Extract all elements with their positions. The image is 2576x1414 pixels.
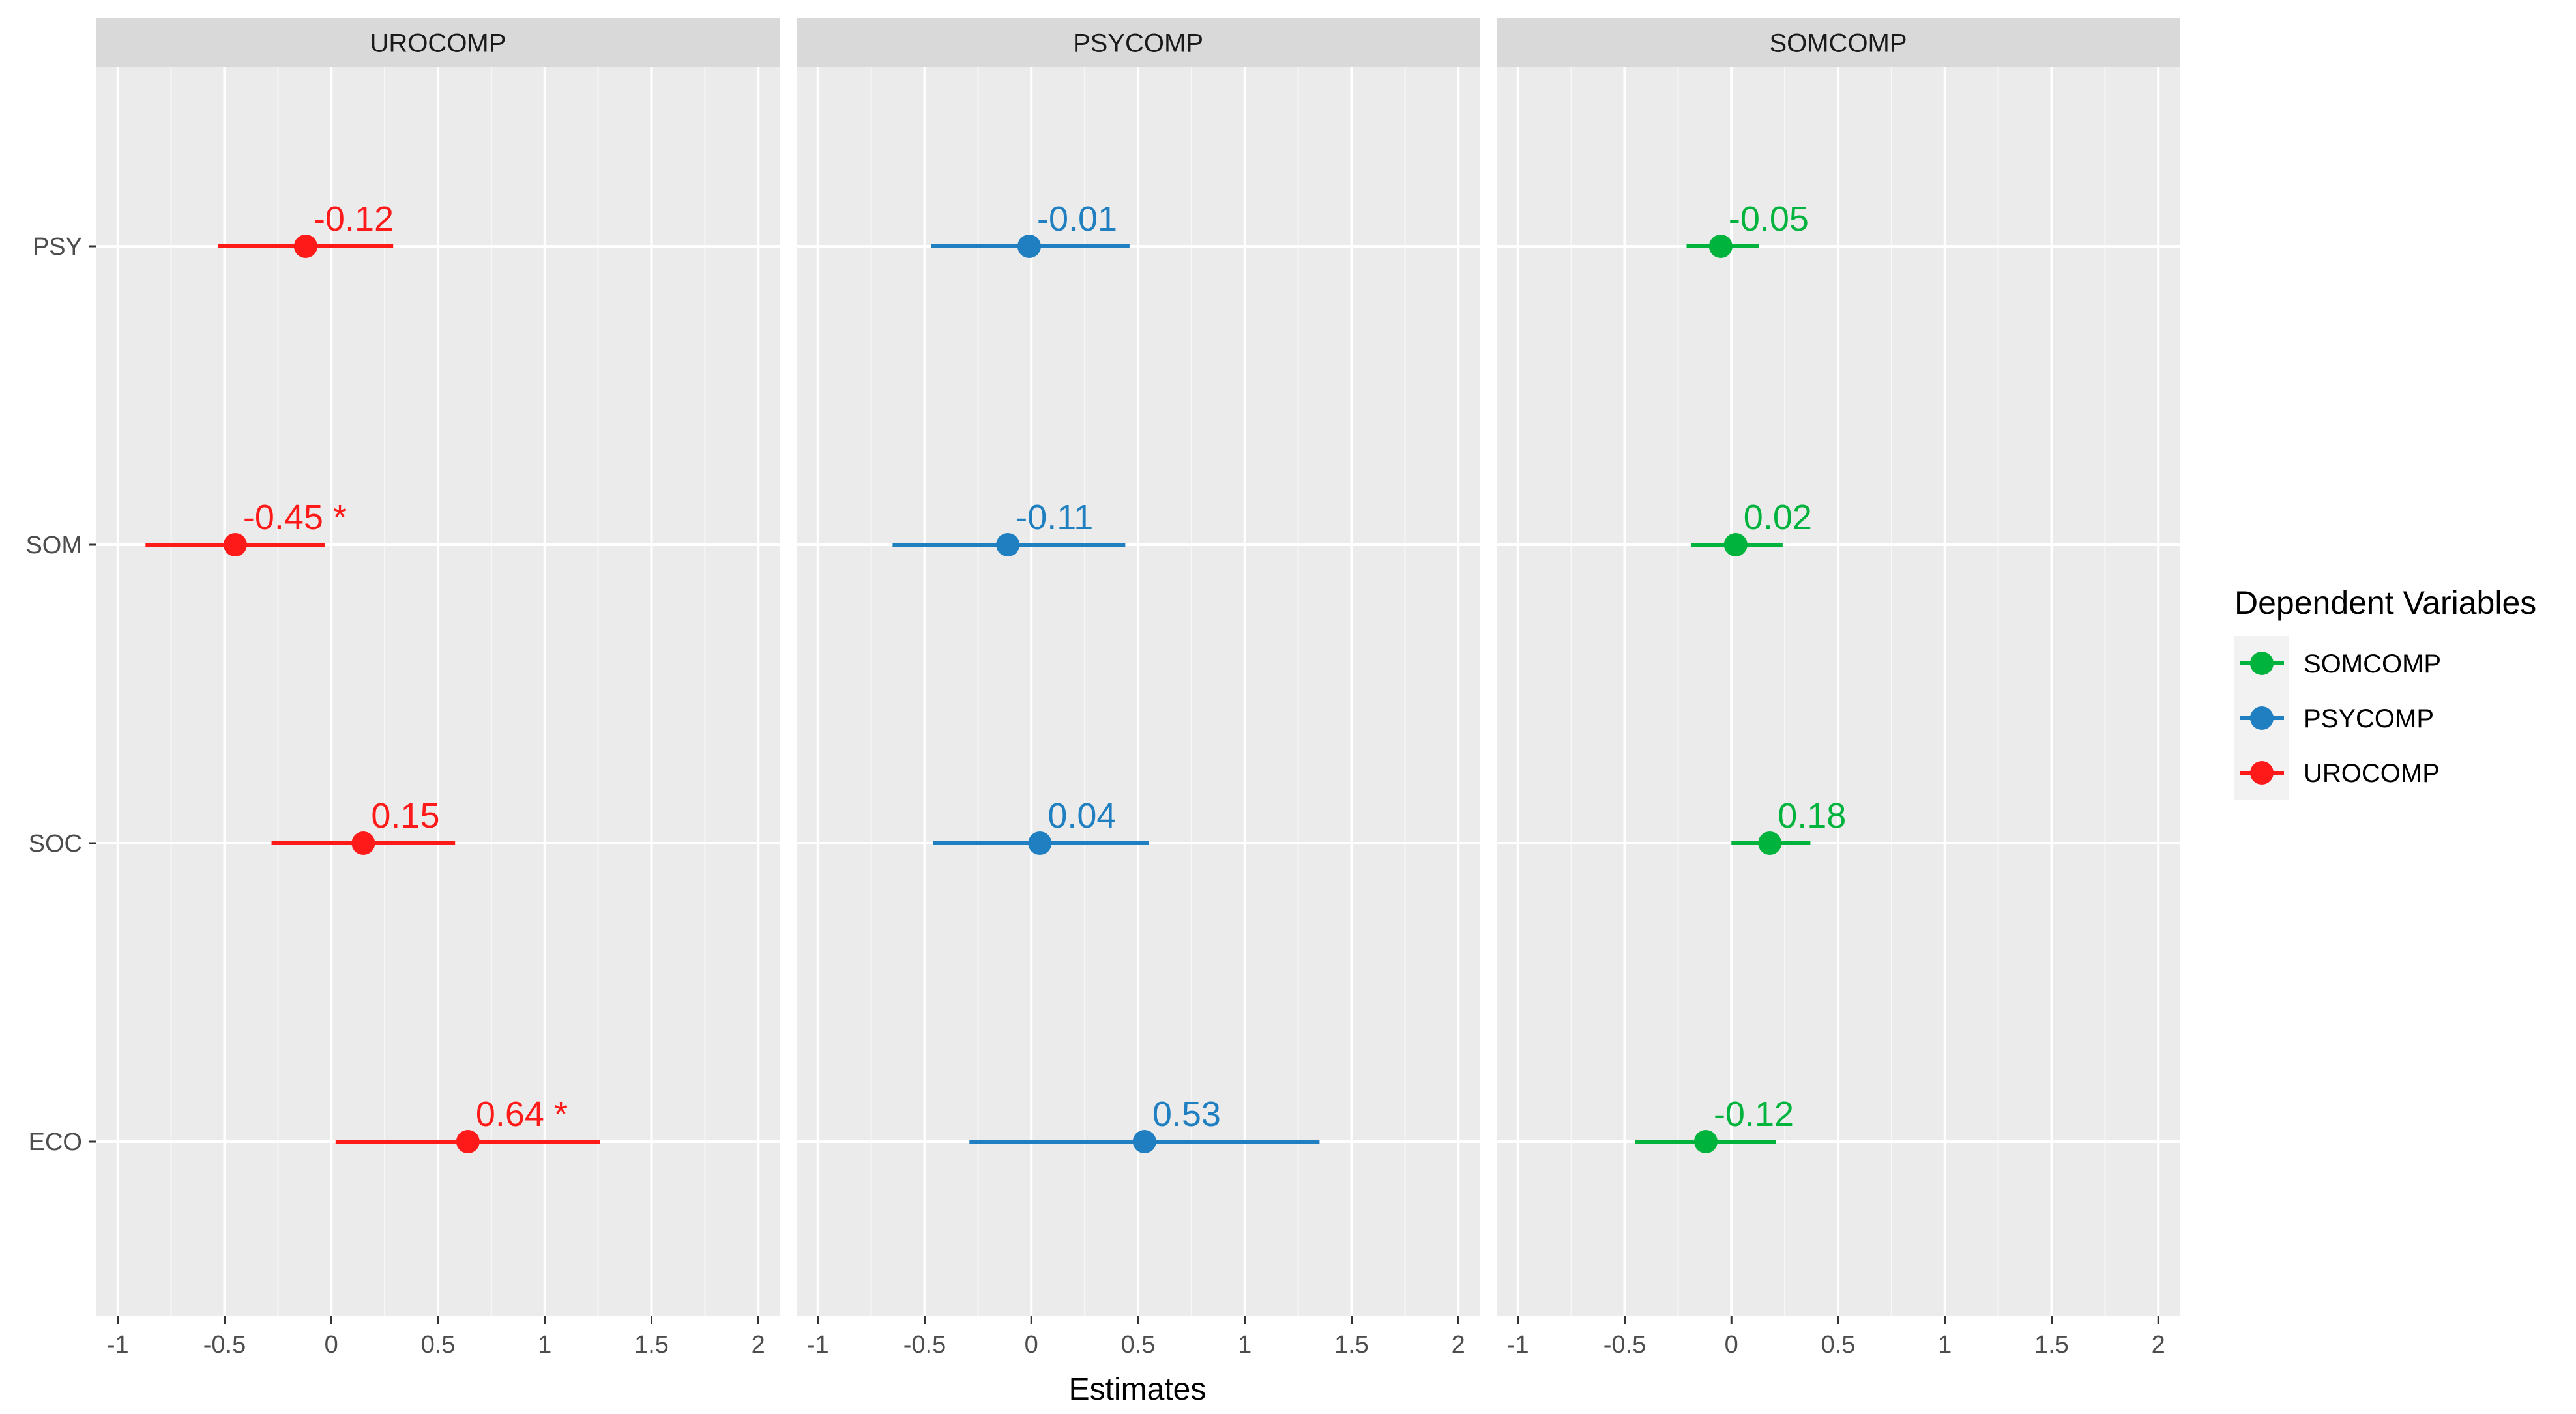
x-tick-label: -1 <box>107 1331 129 1359</box>
x-tick-label: -0.5 <box>203 1331 246 1359</box>
panel-psycomp: PSYCOMP -1 -0.5 0 0.5 1 1.5 2 -0.01 -0.11 0.04 0.53 <box>797 18 1480 1359</box>
y-tick-label-som: SOM <box>25 532 82 559</box>
panel-strip <box>1497 18 2180 67</box>
x-tick-label: 0.5 <box>1821 1331 1856 1359</box>
estimate-point-soc <box>1028 831 1052 855</box>
panel-strip-title: UROCOMP <box>370 29 506 58</box>
estimate-label-eco: 0.64 * <box>476 1095 568 1134</box>
estimate-point-soc <box>351 831 375 855</box>
estimate-label-som: 0.02 <box>1744 498 1812 537</box>
estimate-label-eco: 0.53 <box>1152 1095 1221 1134</box>
y-tick-label-eco: ECO <box>29 1129 82 1156</box>
estimate-label-psy: -0.01 <box>1037 199 1117 238</box>
estimate-point-som <box>996 533 1020 556</box>
panel-somcomp: SOMCOMP -1 -0.5 0 0.5 1 1.5 2 -0.05 0.02 0.18 -0.12 <box>1497 18 2180 1359</box>
x-tick-label: 0.5 <box>421 1331 456 1359</box>
estimate-label-soc: 0.18 <box>1778 796 1846 835</box>
panel-urocomp: UROCOMP -1 -0.5 0 0.5 1 1.5 2 -0.12 -0.45 * 0.15 0.… <box>96 18 780 1359</box>
estimate-label-som: -0.45 * <box>243 498 347 537</box>
legend: Dependent Variables SOMCOMP PSYCOMP UROCOM… <box>2234 584 2536 800</box>
estimate-point-som <box>223 533 247 556</box>
estimate-point-psy <box>1017 235 1041 258</box>
estimate-point-som <box>1723 533 1748 556</box>
x-axis-title: Estimates <box>1069 1372 1207 1407</box>
estimate-point-eco <box>456 1130 480 1153</box>
legend-label: PSYCOMP <box>2304 704 2434 733</box>
x-tick-label: -0.5 <box>903 1331 946 1359</box>
estimate-point-eco <box>1693 1130 1718 1153</box>
x-tick-label: 0 <box>1025 1331 1038 1359</box>
x-tick-label: 0 <box>1725 1331 1738 1359</box>
x-tick-label: 1 <box>1938 1331 1952 1359</box>
legend-label: SOMCOMP <box>2304 650 2441 678</box>
panel-strip <box>96 18 780 67</box>
estimate-point-eco <box>1132 1130 1156 1153</box>
legend-title: Dependent Variables <box>2234 584 2536 621</box>
y-tick-label-soc: SOC <box>29 830 82 858</box>
panel-strip-title: PSYCOMP <box>1073 29 1203 58</box>
panels-layer: UROCOMP -1 -0.5 0 0.5 1 1.5 2 -0.12 -0.45 * 0.15 0.… <box>96 18 2180 1359</box>
panel-strip <box>797 18 1480 67</box>
x-tick-label: -0.5 <box>1603 1331 1646 1359</box>
x-tick-label: 0 <box>325 1331 338 1359</box>
estimate-point-psy <box>1708 235 1733 258</box>
y-axis: PSY SOM SOC ECO <box>25 233 96 1156</box>
legend-entry-urocomp: UROCOMP <box>2234 745 2440 800</box>
legend-entry-somcomp: SOMCOMP <box>2234 636 2441 691</box>
x-tick-label: 2 <box>2152 1331 2165 1359</box>
estimate-label-psy: -0.12 <box>314 199 394 238</box>
estimate-label-psy: -0.05 <box>1729 199 1809 238</box>
legend-entry-psycomp: PSYCOMP <box>2234 691 2434 745</box>
estimate-label-som: -0.11 <box>1016 498 1093 537</box>
x-tick-label: 2 <box>1452 1331 1465 1359</box>
x-tick-label: 1 <box>538 1331 551 1359</box>
x-tick-label: 1.5 <box>2034 1331 2069 1359</box>
x-tick-label: 2 <box>752 1331 765 1359</box>
estimate-point-psy <box>293 235 317 258</box>
estimate-point-soc <box>1758 831 1782 855</box>
x-tick-label: -1 <box>1507 1331 1529 1359</box>
estimate-label-eco: -0.12 <box>1714 1095 1794 1134</box>
x-tick-label: 1.5 <box>634 1331 669 1359</box>
legend-key-point <box>2250 652 2274 675</box>
x-tick-label: 1 <box>1238 1331 1251 1359</box>
y-tick-label-psy: PSY <box>33 233 82 261</box>
x-tick-label: 1.5 <box>1334 1331 1369 1359</box>
x-tick-label: -1 <box>807 1331 829 1359</box>
x-tick-label: 0.5 <box>1121 1331 1156 1359</box>
legend-label: UROCOMP <box>2304 759 2440 788</box>
legend-key-point <box>2250 706 2274 730</box>
panel-strip-title: SOMCOMP <box>1769 29 1907 58</box>
legend-key-point <box>2250 761 2274 785</box>
estimate-label-soc: 0.04 <box>1047 796 1116 835</box>
estimate-label-soc: 0.15 <box>371 796 439 835</box>
